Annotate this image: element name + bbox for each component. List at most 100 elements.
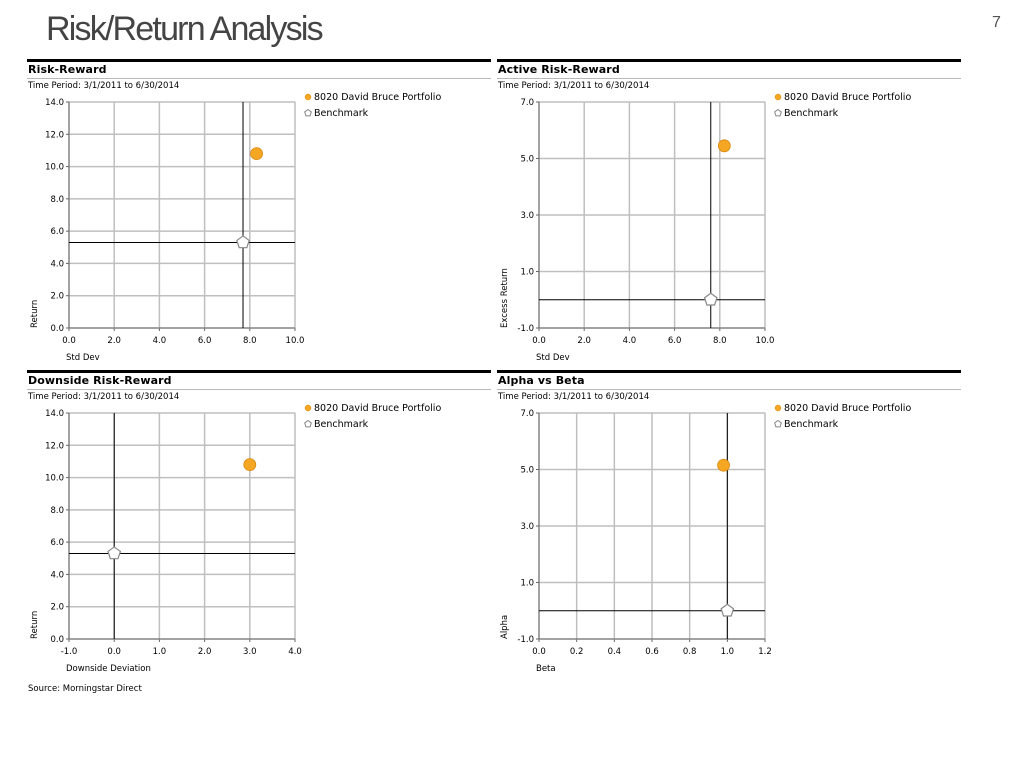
x-tick-label: 1.0: [721, 647, 735, 657]
x-tick-label: 4.0: [153, 336, 167, 346]
legend-benchmark-label: Benchmark: [784, 419, 839, 430]
legend-portfolio-marker: [304, 93, 312, 101]
y-axis-label: Return: [30, 611, 40, 639]
x-tick-label: 0.2: [570, 647, 584, 657]
x-axis-label: Beta: [536, 664, 556, 674]
y-tick-label: 4.0: [50, 259, 64, 269]
y-tick-label: 7.0: [520, 409, 534, 419]
plot-area: [68, 412, 296, 640]
point-portfolio: [243, 458, 257, 472]
y-tick-label: -1.0: [517, 635, 534, 645]
point-benchmark: [703, 292, 718, 306]
panel-time-period: Time Period: 3/1/2011 to 6/30/2014: [28, 81, 180, 91]
x-tick-label: 6.0: [198, 336, 212, 346]
point-portfolio: [717, 139, 731, 153]
panel-divider: [497, 78, 961, 79]
y-tick-label: 7.0: [520, 98, 534, 108]
slide-number: 7: [992, 14, 1001, 31]
y-axis-label: Alpha: [500, 615, 510, 639]
x-tick-label: 4.0: [288, 647, 302, 657]
panel-divider: [27, 389, 491, 390]
plot-area: [68, 101, 296, 329]
y-tick-label: 1.0: [520, 579, 534, 589]
slide-title: Risk/Return Analysis: [46, 10, 324, 48]
y-tick-label: 14.0: [45, 98, 64, 108]
x-tick-label: 2.0: [198, 647, 212, 657]
y-tick-label: 2.0: [50, 292, 64, 302]
point-portfolio: [717, 458, 730, 472]
x-tick-label: 6.0: [668, 336, 682, 346]
y-tick-label: 5.0: [520, 466, 534, 476]
x-tick-label: 0.4: [608, 647, 622, 657]
panel-alpha-vs-beta: Alpha vs Beta Time Period: 3/1/2011 to 6…: [497, 370, 961, 680]
panel-divider: [27, 78, 491, 79]
y-tick-label: 0.0: [50, 324, 64, 334]
y-tick-label: 8.0: [50, 506, 64, 516]
y-tick-label: 3.0: [520, 211, 534, 221]
scatter-chart-downside-risk-reward: -1.0 0.0 1.0 2.0 3.0 4.0 0.0 2.0 4.0 6.0 8.0 10.0 12…: [30, 403, 441, 674]
panel-top-rule: [497, 59, 961, 62]
panel-top-rule: [27, 59, 491, 62]
legend-portfolio-marker: [774, 404, 782, 412]
panel-top-rule: [497, 370, 961, 373]
point-benchmark: [720, 603, 735, 617]
y-tick-label: 6.0: [50, 538, 64, 548]
y-tick-label: 5.0: [520, 155, 534, 165]
legend-benchmark-marker: [774, 108, 782, 117]
y-axis-label: Return: [30, 300, 40, 328]
panel-time-period: Time Period: 3/1/2011 to 6/30/2014: [498, 81, 650, 91]
x-axis-label: Std Dev: [536, 353, 570, 363]
y-tick-label: 3.0: [520, 522, 534, 532]
panel-active-risk-reward: Active Risk-Reward Time Period: 3/1/2011…: [497, 59, 961, 369]
panel-time-period: Time Period: 3/1/2011 to 6/30/2014: [28, 392, 180, 402]
legend-portfolio-label: 8020 David Bruce Portfolio: [784, 403, 911, 414]
x-tick-label: 0.0: [532, 647, 546, 657]
x-tick-label: 8.0: [243, 336, 257, 346]
y-tick-label: 10.0: [45, 474, 64, 484]
legend-benchmark-label: Benchmark: [784, 108, 839, 119]
panel-title: Risk-Reward: [28, 63, 107, 76]
x-axis-label: Std Dev: [66, 353, 100, 363]
legend-benchmark-label: Benchmark: [314, 419, 369, 430]
x-tick-label: 0.8: [683, 647, 697, 657]
x-tick-label: 0.6: [645, 647, 659, 657]
y-tick-label: 6.0: [50, 227, 64, 237]
panel-risk-reward: Risk-Reward Time Period: 3/1/2011 to 6/3…: [27, 59, 491, 369]
x-tick-label: 10.0: [286, 336, 305, 346]
y-tick-label: 8.0: [50, 195, 64, 205]
panel-title: Alpha vs Beta: [498, 374, 585, 387]
x-tick-label: 0.0: [107, 647, 121, 657]
legend-portfolio-marker: [774, 93, 782, 101]
panel-title: Active Risk-Reward: [498, 63, 620, 76]
legend-portfolio-label: 8020 David Bruce Portfolio: [314, 92, 441, 103]
legend-portfolio-label: 8020 David Bruce Portfolio: [784, 92, 911, 103]
scatter-chart-alpha-vs-beta: 0.0 0.2 0.4 0.6 0.8 1.0 1.2 -1.0 1.0 3.0 5.0 7.0 Bet…: [500, 403, 911, 674]
panel-time-period: Time Period: 3/1/2011 to 6/30/2014: [498, 392, 650, 402]
y-tick-label: 12.0: [45, 441, 64, 451]
scatter-chart-active-risk-reward: 0.0 2.0 4.0 6.0 8.0 10.0 -1.0 1.0 3.0 5.0 7.0 Std D…: [500, 92, 911, 363]
source-note: Source: Morningstar Direct: [28, 684, 142, 694]
point-benchmark: [236, 235, 250, 249]
y-tick-label: 10.0: [45, 163, 64, 173]
legend-benchmark-marker: [304, 419, 312, 428]
y-tick-label: 1.0: [520, 268, 534, 278]
x-axis-label: Downside Deviation: [66, 664, 151, 674]
x-tick-label: -1.0: [61, 647, 78, 657]
y-tick-label: -1.0: [517, 324, 534, 334]
y-tick-label: 14.0: [45, 409, 64, 419]
x-tick-label: 1.2: [758, 647, 772, 657]
x-tick-label: 0.0: [62, 336, 76, 346]
y-tick-label: 4.0: [50, 570, 64, 580]
x-tick-label: 0.0: [532, 336, 546, 346]
x-tick-label: 2.0: [577, 336, 591, 346]
legend-benchmark-marker: [774, 419, 782, 428]
legend-portfolio-label: 8020 David Bruce Portfolio: [314, 403, 441, 414]
legend-benchmark-marker: [304, 108, 312, 117]
x-tick-label: 1.0: [153, 647, 167, 657]
x-tick-label: 2.0: [107, 336, 121, 346]
legend-benchmark-label: Benchmark: [314, 108, 369, 119]
y-tick-label: 0.0: [50, 635, 64, 645]
y-axis-label: Excess Return: [500, 268, 510, 328]
x-tick-label: 8.0: [713, 336, 727, 346]
x-tick-label: 3.0: [243, 647, 257, 657]
